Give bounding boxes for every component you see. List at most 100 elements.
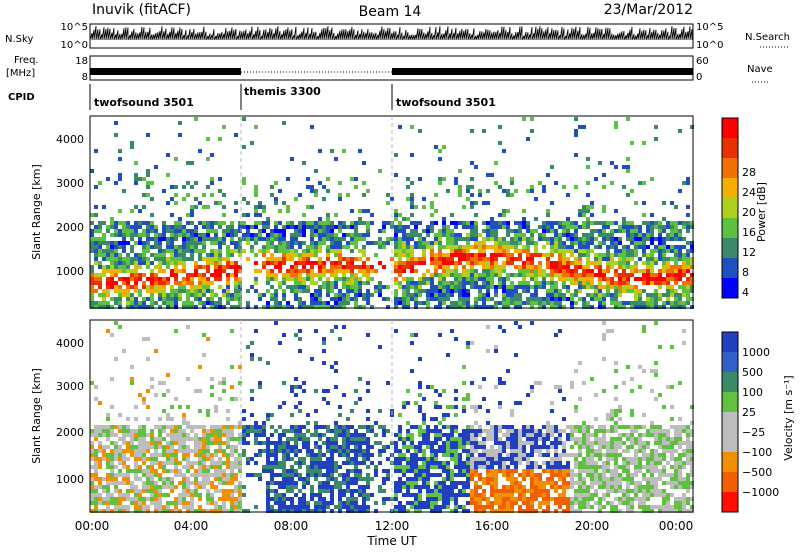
power-cell xyxy=(350,209,354,213)
velocity-cell xyxy=(378,441,382,445)
velocity-cell xyxy=(230,505,234,509)
power-cell xyxy=(338,297,342,301)
velocity-cell xyxy=(366,465,370,469)
velocity-cell xyxy=(210,465,214,469)
power-cell xyxy=(94,185,98,189)
power-cell xyxy=(666,237,670,241)
velocity-cell xyxy=(166,461,170,465)
power-cell xyxy=(190,221,194,225)
velocity-cell xyxy=(198,481,202,485)
velocity-cell xyxy=(406,437,410,441)
velocity-cell xyxy=(454,445,458,449)
power-cell xyxy=(94,277,98,281)
power-cell xyxy=(550,277,554,281)
power-cell xyxy=(482,221,486,225)
velocity-cell xyxy=(198,437,202,441)
velocity-cell xyxy=(258,385,262,389)
power-cell xyxy=(202,257,206,261)
power-cell xyxy=(110,305,114,309)
velocity-cell xyxy=(322,341,326,345)
velocity-cell xyxy=(170,433,174,437)
power-cell xyxy=(646,281,650,285)
power-cell xyxy=(242,181,246,185)
power-cell xyxy=(414,289,418,293)
power-ytick-1000: 1000 xyxy=(56,265,84,278)
power-cell xyxy=(90,281,94,285)
velocity-cell xyxy=(518,445,522,449)
velocity-cell xyxy=(94,385,98,389)
power-cell xyxy=(414,233,418,237)
power-cell xyxy=(654,137,658,141)
power-cell xyxy=(590,293,594,297)
power-cell xyxy=(506,285,510,289)
velocity-cell xyxy=(410,441,414,445)
power-cell xyxy=(90,301,94,305)
power-cell xyxy=(638,301,642,305)
power-cell xyxy=(658,233,662,237)
power-cell xyxy=(526,269,530,273)
power-cell xyxy=(314,169,318,173)
velocity-cell xyxy=(102,457,106,461)
velocity-cell xyxy=(462,409,466,413)
velocity-cell xyxy=(194,477,198,481)
power-cell xyxy=(202,273,206,277)
velocity-cell xyxy=(522,509,526,513)
power-cell xyxy=(258,201,262,205)
power-cell xyxy=(622,225,626,229)
velocity-cell xyxy=(350,449,354,453)
power-cell xyxy=(182,289,186,293)
velocity-cell xyxy=(566,425,570,429)
velocity-cell xyxy=(446,501,450,505)
velocity-cell xyxy=(370,477,374,481)
power-cell xyxy=(438,245,442,249)
velocity-cell xyxy=(534,465,538,469)
velocity-cell xyxy=(510,497,514,501)
power-cell xyxy=(230,229,234,233)
power-cell xyxy=(654,225,658,229)
velocity-cell xyxy=(250,413,254,417)
velocity-cell xyxy=(410,477,414,481)
velocity-cell xyxy=(486,453,490,457)
power-cell xyxy=(198,241,202,245)
velocity-cell xyxy=(354,389,358,393)
velocity-cell xyxy=(234,445,238,449)
velocity-cell xyxy=(530,321,534,325)
power-cell xyxy=(518,229,522,233)
power-cell xyxy=(550,221,554,225)
power-cell xyxy=(366,277,370,281)
power-cell xyxy=(350,233,354,237)
power-cell xyxy=(502,241,506,245)
power-cell xyxy=(218,249,222,253)
power-cell xyxy=(410,269,414,273)
power-cell xyxy=(618,253,622,257)
velocity-cell xyxy=(466,441,470,445)
velocity-cell xyxy=(570,477,574,481)
power-cell xyxy=(474,277,478,281)
power-cell xyxy=(570,297,574,301)
velocity-cell xyxy=(574,425,578,429)
velocity-cell xyxy=(102,509,106,513)
velocity-cell xyxy=(498,505,502,509)
velocity-cell xyxy=(462,485,466,489)
velocity-cell xyxy=(114,449,118,453)
velocity-cell xyxy=(178,469,182,473)
velocity-cell xyxy=(410,445,414,449)
velocity-cell xyxy=(310,493,314,497)
power-cell xyxy=(606,245,610,249)
velocity-cell xyxy=(126,469,130,473)
power-cell xyxy=(310,237,314,241)
velocity-cell xyxy=(166,509,170,513)
power-cell xyxy=(466,197,470,201)
power-cell xyxy=(490,269,494,273)
velocity-cell xyxy=(118,445,122,449)
power-cell xyxy=(190,293,194,297)
velocity-cell xyxy=(498,469,502,473)
power-cell xyxy=(174,261,178,265)
power-cell xyxy=(186,245,190,249)
velocity-cell xyxy=(190,437,194,441)
velocity-cell xyxy=(234,425,238,429)
velocity-cell xyxy=(174,465,178,469)
velocity-cell xyxy=(278,501,282,505)
velocity-cell xyxy=(434,417,438,421)
power-cell xyxy=(502,305,506,309)
